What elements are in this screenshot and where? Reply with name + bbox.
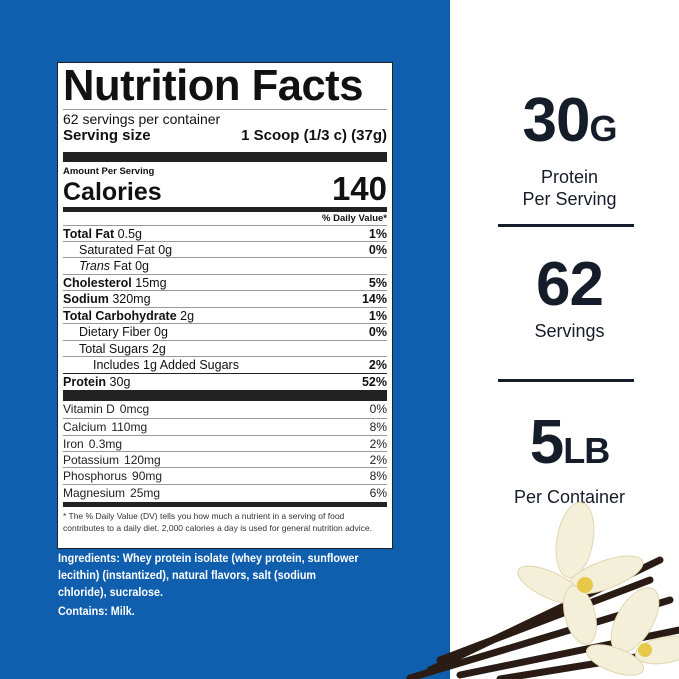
vitamin-row: Iron 0.3mg 2% bbox=[63, 435, 387, 451]
nutrient-row: Sodium 320mg 14% bbox=[63, 290, 387, 306]
stat-servings: 62 Servings bbox=[460, 254, 679, 342]
vitamin-row: Magnesium 25mg 6% bbox=[63, 484, 387, 500]
stat-divider bbox=[498, 224, 634, 227]
stat-value: 30 bbox=[522, 86, 591, 155]
medium-divider bbox=[63, 502, 387, 507]
stat-divider bbox=[498, 379, 634, 382]
nutrient-row: Trans Fat 0g bbox=[63, 257, 387, 273]
vitamin-row: Phosphorus 90mg 8% bbox=[63, 467, 387, 483]
nutrient-row: Dietary Fiber 0g 0% bbox=[63, 323, 387, 339]
nutrient-row: Total Carbohydrate 2g 1% bbox=[63, 307, 387, 323]
vitamin-row: Calcium 110mg 8% bbox=[63, 418, 387, 434]
serving-size-row: Serving size 1 Scoop (1/3 c) (37g) bbox=[63, 127, 387, 144]
servings-per-container: 62 servings per container bbox=[63, 111, 221, 127]
nutrient-row: Total Fat 0.5g 1% bbox=[63, 225, 387, 241]
calories-label: Calories bbox=[63, 178, 162, 206]
ingredients-text: Ingredients: Whey protein isolate (whey … bbox=[58, 551, 359, 599]
stat-label: Per Container bbox=[513, 487, 626, 507]
ingredients-block: Ingredients: Whey protein isolate (whey … bbox=[58, 550, 364, 620]
nutrient-row: Includes 1g Added Sugars 2% bbox=[63, 356, 387, 372]
nutrition-facts-label: Nutrition Facts 62 servings per containe… bbox=[57, 61, 393, 549]
nutrient-row: Total Sugars 2g bbox=[63, 340, 387, 356]
serving-size-value: 1 Scoop (1/3 c) (37g) bbox=[241, 127, 387, 144]
stat-value: 62 bbox=[536, 250, 604, 319]
vanilla-flower-image bbox=[406, 501, 679, 679]
allergen-text: Contains: Milk. bbox=[58, 604, 135, 618]
medium-divider bbox=[63, 207, 387, 212]
vitamin-row: Potassium 120mg 2% bbox=[63, 451, 387, 467]
stat-label: Per Serving bbox=[522, 189, 617, 209]
nutrient-row: Saturated Fat 0g 0% bbox=[63, 241, 387, 257]
stat-container-size: 5LB Per Container bbox=[460, 412, 679, 508]
stat-label: Protein bbox=[540, 167, 599, 187]
stat-label: Servings bbox=[534, 321, 605, 341]
calories-value: 140 bbox=[331, 170, 387, 207]
thick-divider bbox=[63, 152, 387, 162]
stat-value: 5 bbox=[529, 408, 564, 477]
stat-unit: G bbox=[589, 108, 617, 149]
footnote: * The % Daily Value (DV) tells you how m… bbox=[63, 511, 373, 533]
calories-row: Calories 140 bbox=[63, 171, 387, 207]
stat-unit: LB bbox=[563, 430, 610, 471]
amount-per-serving: Amount Per Serving bbox=[63, 166, 155, 177]
serving-size-label: Serving size bbox=[63, 127, 151, 144]
divider bbox=[63, 109, 387, 110]
thick-divider bbox=[63, 390, 387, 401]
nutrient-row: Protein 30g 52% bbox=[63, 373, 387, 389]
daily-value-header: % Daily Value* bbox=[322, 213, 387, 224]
label-title: Nutrition Facts bbox=[63, 61, 363, 110]
nutrient-row: Cholesterol 15mg 5% bbox=[63, 274, 387, 290]
vitamin-row: Vitamin D 0mcg 0% bbox=[63, 402, 387, 416]
stat-protein: 30G Protein Per Serving bbox=[460, 90, 679, 210]
